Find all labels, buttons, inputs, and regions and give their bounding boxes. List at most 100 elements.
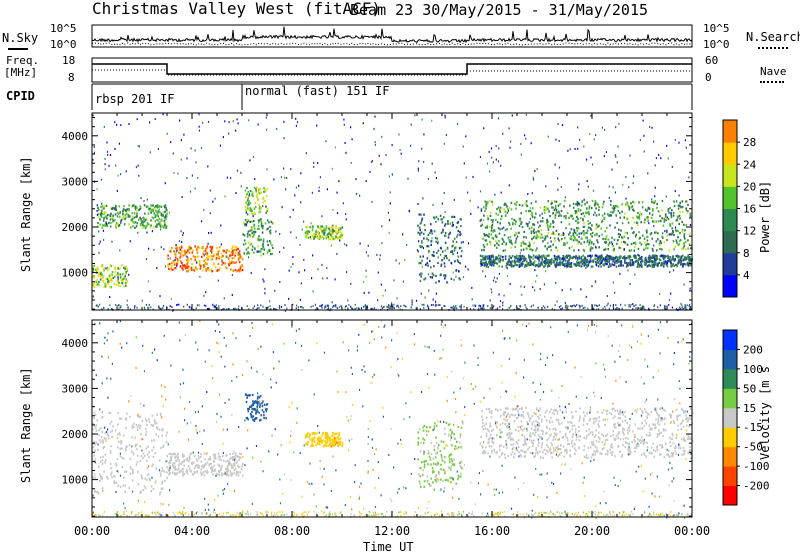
- power-cell: [569, 237, 571, 240]
- power-cell: [568, 223, 571, 226]
- power-cell: [573, 249, 575, 252]
- power-cell: [520, 262, 522, 265]
- velocity-cell: [657, 417, 659, 420]
- power-speck: [604, 241, 606, 243]
- power-cell: [440, 218, 442, 221]
- velocity-cell: [512, 408, 515, 411]
- power-nearrange: [423, 306, 425, 309]
- power-cell: [636, 259, 638, 263]
- power-cell: [515, 232, 518, 235]
- velocity-cell: [168, 462, 170, 465]
- power-speck: [684, 139, 686, 142]
- power-cell: [625, 203, 627, 206]
- power-speck: [252, 215, 254, 218]
- power-cell: [665, 219, 667, 222]
- power-cell: [431, 272, 434, 275]
- velocity-cell: [524, 438, 527, 441]
- power-cell: [496, 221, 499, 224]
- power-speck: [611, 168, 613, 171]
- velocity-cell: [210, 463, 212, 466]
- power-cell: [245, 248, 248, 251]
- power-cell: [653, 258, 656, 261]
- velocity-cell: [212, 473, 214, 476]
- power-cell: [582, 230, 585, 233]
- velocity-cell: [109, 451, 112, 454]
- power-speck: [205, 291, 207, 294]
- power-cell: [210, 248, 213, 251]
- velocity-cell: [451, 462, 453, 465]
- velocity-cell: [191, 473, 194, 476]
- velocity-cell: [579, 415, 581, 418]
- power-cell: [645, 260, 648, 263]
- velocity-cell: [451, 460, 454, 463]
- velocity-cell: [423, 452, 425, 455]
- power-nearrange: [267, 306, 269, 309]
- power-speck: [265, 116, 267, 119]
- power-cell: [536, 236, 539, 239]
- velocity-cell: [544, 411, 547, 414]
- power-nearrange: [643, 305, 645, 308]
- power-nearrange: [120, 305, 122, 307]
- power-cell: [524, 265, 526, 268]
- velocity-cell: [198, 465, 201, 468]
- power-cell: [687, 254, 689, 257]
- power-speck: [398, 133, 400, 136]
- power-cell: [540, 229, 543, 232]
- power-cell: [106, 277, 109, 281]
- power-cell: [120, 218, 123, 221]
- power-speck: [180, 158, 182, 161]
- power-cell: [677, 207, 680, 210]
- velocity-cell: [133, 422, 135, 425]
- power-speck: [350, 161, 352, 164]
- velocity-cell: [125, 470, 128, 473]
- power-cell: [203, 265, 206, 268]
- velocity-cell: [448, 433, 450, 436]
- power-nearrange: [158, 305, 160, 308]
- power-cell: [689, 258, 692, 261]
- velocity-cell: [101, 415, 104, 419]
- velocity-cell: [225, 454, 227, 457]
- velocity-cell: [579, 407, 581, 410]
- power-cell: [650, 216, 653, 219]
- power-cell: [656, 257, 659, 260]
- power-cell: [270, 220, 273, 223]
- power-speck: [570, 288, 572, 291]
- power-nearrange: [664, 306, 666, 309]
- velocity-cell: [219, 469, 222, 472]
- power-cell: [486, 201, 489, 204]
- velocity-cell: [527, 448, 529, 451]
- power-speck: [469, 199, 471, 202]
- power-cell: [221, 263, 223, 266]
- power-speck: [254, 178, 256, 180]
- power-nearrange: [427, 305, 429, 308]
- power-nearrange: [393, 307, 395, 310]
- power-cell: [556, 261, 558, 264]
- power-speck: [560, 186, 562, 188]
- power-cell: [162, 214, 164, 217]
- velocity-cell: [634, 440, 636, 443]
- power-speck: [363, 291, 365, 294]
- velocity-cell: [226, 472, 229, 475]
- velocity-cell: [95, 441, 98, 444]
- velocity-cell: [514, 452, 516, 455]
- power-speck: [301, 228, 303, 231]
- power-cell: [541, 220, 544, 223]
- power-cell: [150, 204, 152, 207]
- power-cell: [556, 264, 558, 267]
- velocity-cell: [619, 450, 621, 453]
- velocity-cell: [447, 423, 450, 427]
- velocity-cell: [503, 418, 505, 421]
- velocity-cell: [170, 453, 172, 456]
- velocity-cell: [429, 458, 432, 461]
- power-nearrange: [214, 305, 216, 308]
- power-cell: [512, 265, 515, 268]
- power-speck: [309, 236, 311, 239]
- power-cell: [505, 203, 507, 206]
- velocity-cell: [261, 405, 264, 408]
- velocity-cell: [217, 463, 220, 466]
- velocity-cell: [148, 418, 150, 421]
- velocity-cell: [99, 474, 102, 477]
- power-cell: [173, 261, 175, 264]
- power-cell: [682, 254, 684, 257]
- power-cell: [459, 246, 462, 249]
